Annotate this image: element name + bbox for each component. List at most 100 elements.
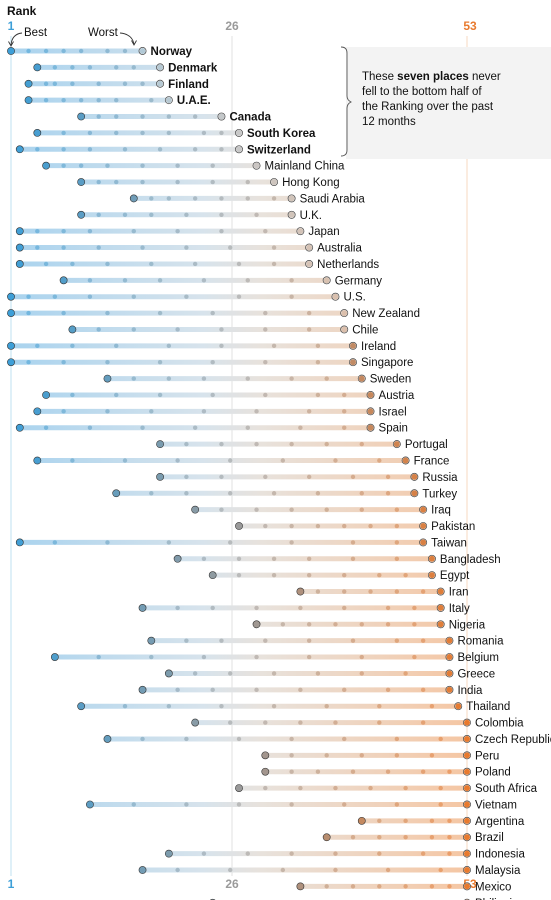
history-dot-israel-4 xyxy=(254,409,259,414)
history-dot-vietnam-6 xyxy=(438,802,443,807)
annotation-run: seven places xyxy=(397,71,469,83)
history-dot-austria-6 xyxy=(342,392,347,398)
history-dot-pakistan-5 xyxy=(394,523,400,529)
country-label-brazil: Brazil xyxy=(475,832,504,844)
history-dot-south-africa-0 xyxy=(263,785,268,791)
best-dot-new-zealand xyxy=(7,309,15,317)
history-dot-finland-0 xyxy=(43,81,49,86)
country-label-nigeria: Nigeria xyxy=(449,619,486,631)
history-dot-japan-4 xyxy=(175,228,180,234)
history-dot-egypt-4 xyxy=(377,572,382,578)
history-dot-canada-2 xyxy=(140,114,145,119)
history-dot-malaysia-3 xyxy=(333,867,338,873)
history-dot-argentina-2 xyxy=(429,818,435,824)
history-dot-italy-1 xyxy=(210,605,215,611)
history-dot-new-zealand-4 xyxy=(210,310,215,316)
worst-dot-pakistan xyxy=(420,523,427,530)
best-dot-greece xyxy=(164,669,173,678)
history-dot-argentina-0 xyxy=(377,818,382,824)
worst-arrow xyxy=(119,32,135,45)
history-dot-sweden-3 xyxy=(245,376,250,381)
history-dot-germany-4 xyxy=(245,278,250,283)
history-dot-sweden-0 xyxy=(131,376,136,381)
history-dot-italy-5 xyxy=(385,605,391,611)
country-label-switzerland: Switzerland xyxy=(247,144,311,156)
country-label-malaysia: Malaysia xyxy=(475,865,521,877)
history-dot-italy-0 xyxy=(175,605,180,611)
best-dot-portugal xyxy=(156,440,164,449)
history-dot-iran-3 xyxy=(394,589,400,594)
country-label-u-k-: U.K. xyxy=(300,210,322,222)
history-dot-portugal-2 xyxy=(254,441,259,447)
country-label-iran: Iran xyxy=(449,587,469,599)
history-dot-vietnam-3 xyxy=(289,802,294,807)
history-dot-india-1 xyxy=(210,687,215,693)
history-dot-u-a-e--2 xyxy=(78,97,84,103)
country-label-russia: Russia xyxy=(422,472,458,484)
history-dot-turkey-1 xyxy=(184,491,189,496)
history-dot-vietnam-2 xyxy=(236,802,242,807)
history-dot-iraq-1 xyxy=(254,507,259,512)
history-dot-czech-republic-2 xyxy=(236,736,242,742)
history-dot-saudi-arabia-1 xyxy=(166,196,172,201)
worst-dot-taiwan xyxy=(420,539,427,546)
history-dot-belgium-2 xyxy=(201,654,207,660)
best-dot-iraq xyxy=(191,505,200,514)
history-dot-u-k--4 xyxy=(219,212,224,217)
history-dot-israel-1 xyxy=(105,409,110,414)
best-dot-italy xyxy=(138,604,147,612)
worst-dot-romania xyxy=(446,637,453,644)
history-dot-turkey-5 xyxy=(359,491,364,496)
worst-dot-mexico xyxy=(464,883,470,890)
worst-dot-malaysia xyxy=(464,867,470,873)
history-dot-germany-2 xyxy=(157,278,163,283)
history-dot-colombia-4 xyxy=(377,720,382,725)
history-dot-australia-1 xyxy=(61,245,66,250)
history-dot-pakistan-3 xyxy=(342,523,347,529)
best-dot-mainland-china xyxy=(42,161,50,170)
history-dot-japan-2 xyxy=(87,228,93,234)
history-dot-nigeria-2 xyxy=(333,622,338,627)
history-dot-bangladesh-5 xyxy=(394,556,400,561)
history-dot-pakistan-1 xyxy=(289,523,294,529)
history-dot-mexico-1 xyxy=(350,884,356,889)
history-dot-south-korea-6 xyxy=(219,130,224,136)
history-dot-switzerland-0 xyxy=(35,147,40,152)
worst-dot-hong-kong xyxy=(271,179,278,186)
history-dot-spain-5 xyxy=(298,425,303,430)
worst-dot-brazil xyxy=(464,834,470,841)
history-dot-france-2 xyxy=(175,458,180,463)
history-dot-denmark-2 xyxy=(87,65,93,70)
history-dot-poland-1 xyxy=(315,769,321,774)
worst-dot-sweden xyxy=(358,375,365,382)
history-dot-u-s--1 xyxy=(52,294,58,299)
history-dot-brazil-1 xyxy=(377,835,382,840)
history-dot-u-s--6 xyxy=(289,294,294,299)
top-tick-label-1: 1 xyxy=(8,19,15,33)
worst-dot-portugal xyxy=(393,441,400,448)
history-dot-taiwan-6 xyxy=(394,540,400,545)
country-label-belgium: Belgium xyxy=(457,652,499,664)
history-dot-iraq-0 xyxy=(219,507,224,512)
history-dot-austria-0 xyxy=(70,392,75,398)
history-dot-taiwan-2 xyxy=(166,540,172,545)
history-dot-russia-5 xyxy=(385,474,391,480)
history-dot-belgium-1 xyxy=(149,654,154,660)
history-dot-france-0 xyxy=(70,458,75,463)
history-dot-egypt-3 xyxy=(342,572,347,578)
best-label: Best xyxy=(24,27,48,39)
history-dot-italy-2 xyxy=(254,605,259,611)
history-dot-vietnam-0 xyxy=(131,802,136,807)
history-dot-netherlands-6 xyxy=(271,261,277,267)
history-dot-switzerland-2 xyxy=(87,147,93,152)
history-dot-saudi-arabia-2 xyxy=(192,196,198,201)
history-dot-u-a-e--5 xyxy=(149,97,154,103)
history-dot-new-zealand-0 xyxy=(26,310,31,316)
history-dot-vietnam-4 xyxy=(342,802,347,807)
history-dot-new-zealand-5 xyxy=(263,310,268,316)
history-dot-japan-1 xyxy=(61,228,66,234)
history-dot-south-africa-3 xyxy=(368,785,373,791)
worst-dot-germany xyxy=(323,277,330,284)
history-dot-norway-2 xyxy=(61,48,66,54)
history-dot-peru-2 xyxy=(359,753,364,758)
